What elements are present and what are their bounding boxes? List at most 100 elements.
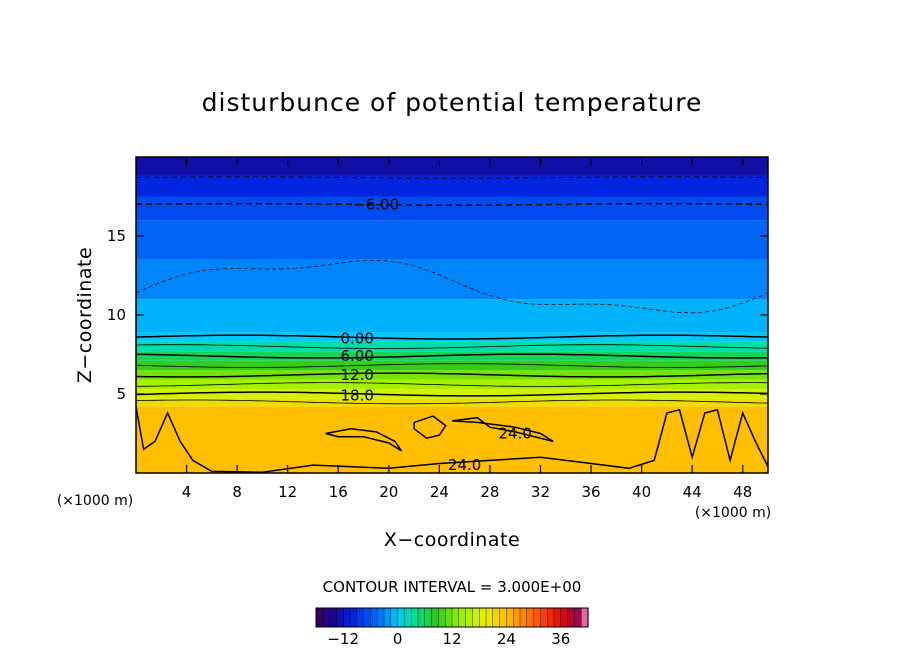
x-tick-label: 40 bbox=[632, 483, 651, 501]
field-band bbox=[136, 220, 768, 260]
colorbar-segment bbox=[499, 607, 508, 628]
colorbar-segment bbox=[356, 607, 365, 628]
x-tick-label: 36 bbox=[581, 483, 600, 501]
colorbar-segment bbox=[411, 607, 419, 628]
field-band bbox=[136, 389, 768, 399]
colorbar-segment bbox=[397, 607, 406, 628]
field-band bbox=[136, 341, 768, 352]
field-band bbox=[136, 406, 768, 473]
colorbar-segment bbox=[336, 607, 344, 628]
contour-label: −6.00 bbox=[353, 195, 399, 213]
colorbar-segment bbox=[533, 607, 541, 628]
contour-label: 6.00 bbox=[340, 347, 373, 365]
colorbar-segment bbox=[329, 607, 338, 628]
x-tick-label: 32 bbox=[531, 483, 550, 501]
contour-line bbox=[136, 259, 768, 314]
colorbar-segment bbox=[479, 607, 487, 628]
field-bands bbox=[136, 157, 768, 473]
x-tick-label: 4 bbox=[182, 483, 192, 501]
colorbar-segment bbox=[581, 607, 589, 628]
colorbar-tick-label: 0 bbox=[393, 630, 403, 648]
contour-label: 24.0 bbox=[498, 425, 531, 443]
colorbar-segment bbox=[377, 607, 385, 628]
x-tick-label: 8 bbox=[232, 483, 242, 501]
colorbar-segment bbox=[526, 607, 535, 628]
colorbar bbox=[315, 607, 589, 628]
colorbar-segment bbox=[363, 607, 372, 628]
contour-line bbox=[136, 344, 768, 349]
x-axis-ticks: 4 8 12 16 20 24 28 32 36 40 44 48 bbox=[182, 157, 752, 501]
colorbar-segment bbox=[417, 607, 426, 628]
colorbar-segment bbox=[424, 607, 433, 628]
contour-interval-label: CONTOUR INTERVAL = 3.000E+00 bbox=[323, 578, 582, 596]
field-band bbox=[136, 157, 768, 176]
x-tick-label: 48 bbox=[733, 483, 752, 501]
colorbar-segment bbox=[560, 607, 569, 628]
colorbar-segment bbox=[540, 607, 548, 628]
x-tick-label: 20 bbox=[379, 483, 398, 501]
colorbar-segment bbox=[370, 607, 378, 628]
y-tick-label: 10 bbox=[107, 306, 126, 324]
field-band bbox=[136, 332, 768, 342]
colorbar-ticks: −12 0 12 24 36 bbox=[327, 630, 570, 648]
field-band bbox=[136, 299, 768, 333]
colorbar-segment bbox=[567, 607, 575, 628]
colorbar-segment bbox=[519, 607, 528, 628]
colorbar-segment bbox=[451, 607, 460, 628]
y-tick-label: 5 bbox=[116, 385, 126, 403]
contour-line bbox=[136, 202, 768, 206]
contour-line bbox=[136, 382, 768, 387]
x-tick-label: 12 bbox=[278, 483, 297, 501]
colorbar-segment bbox=[472, 607, 480, 628]
field-band bbox=[136, 196, 768, 221]
colorbar-segment bbox=[458, 607, 467, 628]
x-unit-label: (×1000 m) bbox=[695, 505, 771, 521]
contour-line bbox=[325, 428, 403, 452]
colorbar-segment bbox=[492, 607, 501, 628]
colorbar-segment bbox=[315, 607, 324, 628]
y-axis-label: Z−coordinate bbox=[74, 247, 96, 383]
colorbar-segment bbox=[438, 607, 446, 628]
colorbar-segment bbox=[349, 607, 358, 628]
colorbar-segment bbox=[343, 607, 351, 628]
chart-title: disturbunce of potential temperature bbox=[202, 88, 703, 117]
field-band bbox=[136, 398, 768, 407]
x-tick-label: 24 bbox=[430, 483, 449, 501]
contour-line bbox=[136, 176, 768, 179]
colorbar-segment bbox=[404, 607, 412, 628]
x-axis-label: X−coordinate bbox=[384, 529, 520, 551]
colorbar-segment bbox=[513, 607, 521, 628]
colorbar-segment bbox=[485, 607, 494, 628]
contour-line bbox=[136, 372, 768, 378]
field-band bbox=[136, 259, 768, 300]
contour-line bbox=[136, 391, 768, 397]
colorbar-segment bbox=[431, 607, 440, 628]
colorbar-segment bbox=[322, 607, 331, 628]
colorbar-segment bbox=[547, 607, 555, 628]
contour-line bbox=[136, 334, 768, 340]
y-unit-label: (×1000 m) bbox=[57, 493, 133, 509]
contour-line bbox=[136, 406, 768, 473]
field-band bbox=[136, 175, 768, 197]
colorbar-tick-label: 12 bbox=[442, 630, 461, 648]
colorbar-segment bbox=[553, 607, 562, 628]
field-band bbox=[136, 370, 768, 380]
contour-line bbox=[136, 399, 768, 405]
field-band bbox=[136, 379, 768, 390]
x-tick-label: 16 bbox=[329, 483, 348, 501]
colorbar-frame bbox=[315, 607, 589, 628]
contour-line bbox=[413, 415, 447, 440]
colorbar-segment bbox=[574, 607, 582, 628]
field-band bbox=[136, 360, 768, 371]
contour-label: 0.00 bbox=[340, 330, 373, 348]
colorbar-tick-label: 36 bbox=[551, 630, 570, 648]
colorbar-tick-label: 24 bbox=[497, 630, 516, 648]
contour-label: 18.0 bbox=[340, 387, 373, 405]
colorbar-segment bbox=[383, 607, 392, 628]
field-band bbox=[136, 351, 768, 361]
contour-label: 12.0 bbox=[340, 366, 373, 384]
colorbar-segment bbox=[445, 607, 453, 628]
